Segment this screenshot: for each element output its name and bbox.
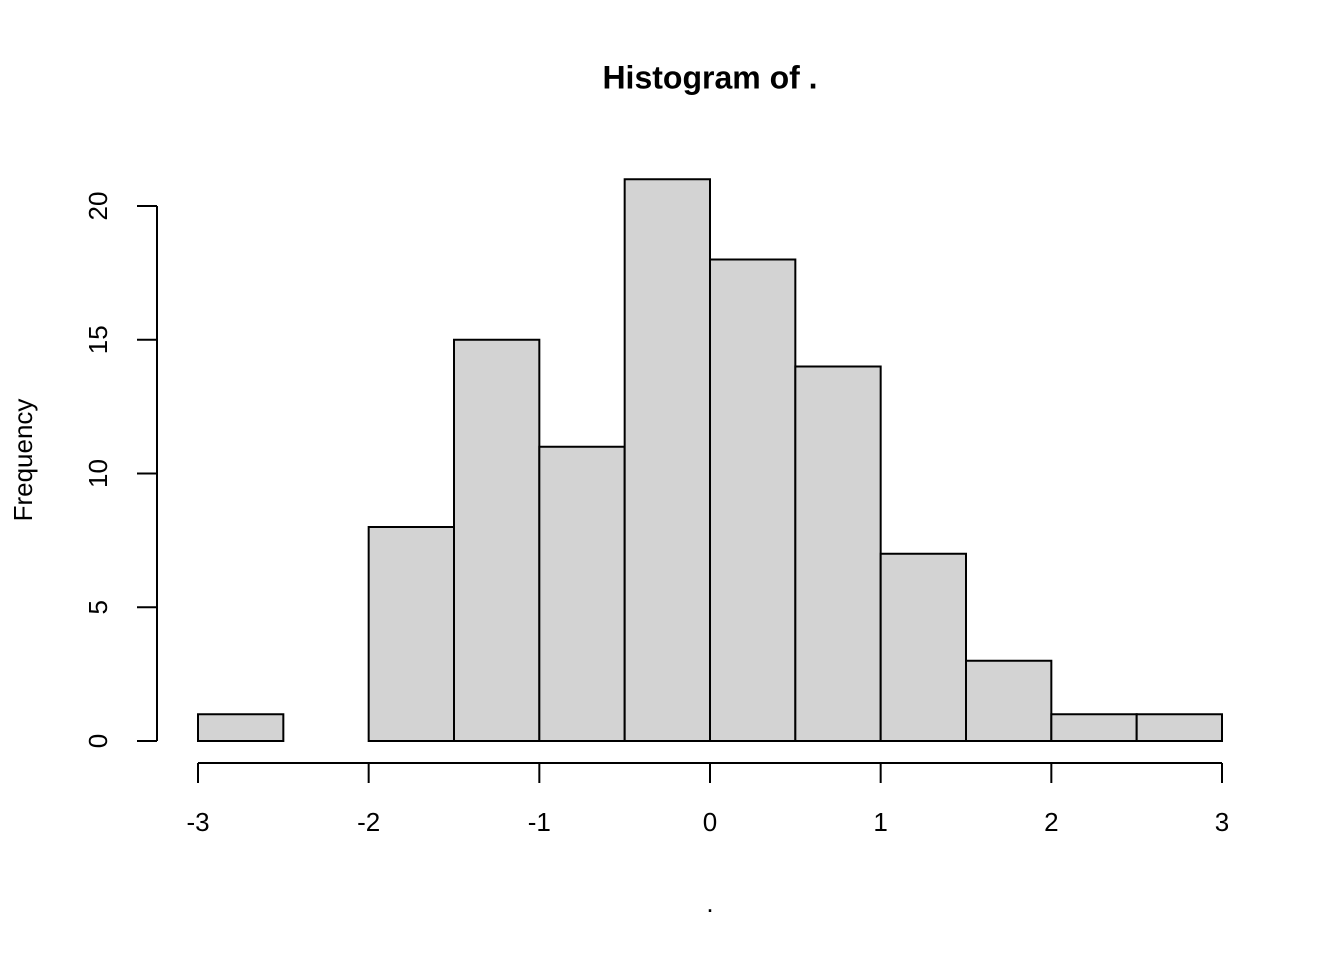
bar <box>367 526 455 742</box>
y-axis-label: Frequency <box>8 399 38 522</box>
bar <box>1050 713 1138 742</box>
y-tick-label: 20 <box>83 192 113 221</box>
bar <box>453 338 541 742</box>
x-tick-label: -2 <box>357 807 380 837</box>
chart-title: Histogram of . <box>602 59 817 95</box>
x-tick-label: 1 <box>873 807 887 837</box>
x-tick-label: 0 <box>703 807 717 837</box>
bar <box>965 659 1053 742</box>
bar <box>794 365 882 742</box>
x-axis-label: . <box>706 888 713 918</box>
x-tick-label: -1 <box>528 807 551 837</box>
y-tick-label: 0 <box>83 734 113 748</box>
bar <box>879 552 968 742</box>
y-tick-label: 5 <box>83 600 113 614</box>
x-tick-label: 2 <box>1044 807 1058 837</box>
bar <box>538 445 626 742</box>
bar <box>623 178 712 742</box>
y-tick-label: 10 <box>83 459 113 488</box>
y-tick-label: 15 <box>83 325 113 354</box>
bar <box>197 713 285 742</box>
x-tick-label: 3 <box>1215 807 1229 837</box>
bar <box>709 258 797 742</box>
x-tick-label: -3 <box>186 807 209 837</box>
bar <box>1135 713 1223 742</box>
